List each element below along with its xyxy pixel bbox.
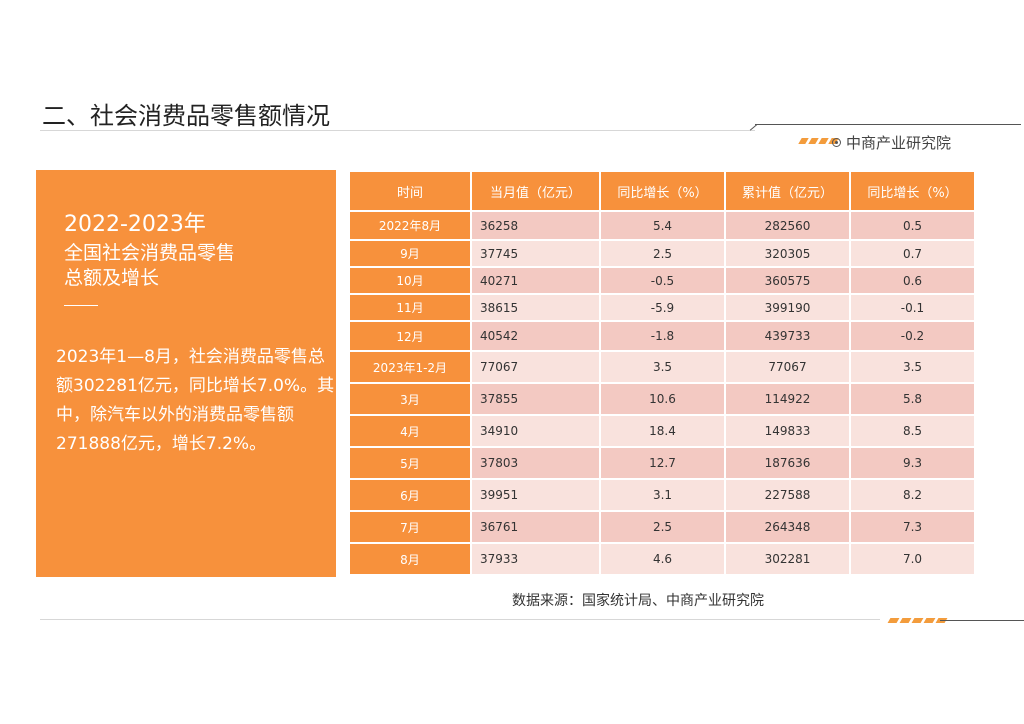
table-row: 6月 39951 3.1 227588 8.2 [350, 480, 974, 510]
cell-cumulative-value: 149833 [726, 416, 849, 446]
cell-monthly-growth: 10.6 [601, 384, 724, 414]
cell-monthly-growth: 3.1 [601, 480, 724, 510]
page-title: 二、社会消费品零售额情况 [42, 102, 330, 130]
data-source: 数据来源：国家统计局、中商产业研究院 [512, 593, 764, 609]
cell-cumulative-growth: 5.8 [851, 384, 974, 414]
header-monthly-value: 当月值（亿元） [472, 172, 599, 210]
cell-monthly-growth: -0.5 [601, 268, 724, 293]
panel-title-line2: 总额及增长 [64, 267, 160, 289]
table-row: 4月 34910 18.4 149833 8.5 [350, 416, 974, 446]
cell-monthly-value: 39951 [472, 480, 599, 510]
brand: 中商产业研究院 [832, 132, 951, 153]
cell-cumulative-growth: 8.5 [851, 416, 974, 446]
cell-time: 9月 [350, 241, 470, 266]
cell-cumulative-growth: 3.5 [851, 352, 974, 382]
cell-monthly-growth: 18.4 [601, 416, 724, 446]
header-rule [755, 124, 1021, 125]
cell-time: 5月 [350, 448, 470, 478]
table-row: 8月 37933 4.6 302281 7.0 [350, 544, 974, 574]
header-monthly-growth: 同比增长（%） [601, 172, 724, 210]
cell-cumulative-value: 282560 [726, 212, 849, 239]
cell-time: 3月 [350, 384, 470, 414]
cell-cumulative-growth: 0.6 [851, 268, 974, 293]
cell-cumulative-growth: 0.5 [851, 212, 974, 239]
cell-cumulative-growth: 9.3 [851, 448, 974, 478]
cell-cumulative-value: 399190 [726, 295, 849, 320]
table-row: 7月 36761 2.5 264348 7.3 [350, 512, 974, 542]
cell-monthly-value: 38615 [472, 295, 599, 320]
cell-cumulative-growth: 7.0 [851, 544, 974, 574]
target-icon [832, 138, 841, 147]
footer-rule [40, 619, 880, 620]
cell-monthly-value: 37745 [472, 241, 599, 266]
cell-monthly-value: 40271 [472, 268, 599, 293]
brand-name: 中商产业研究院 [846, 134, 952, 152]
cell-time: 11月 [350, 295, 470, 320]
table-row: 11月 38615 -5.9 399190 -0.1 [350, 295, 974, 320]
cell-monthly-growth: -1.8 [601, 322, 724, 350]
cell-cumulative-value: 264348 [726, 512, 849, 542]
cell-monthly-value: 40542 [472, 322, 599, 350]
header-time: 时间 [350, 172, 470, 210]
table-row: 12月 40542 -1.8 439733 -0.2 [350, 322, 974, 350]
cell-time: 8月 [350, 544, 470, 574]
cell-time: 10月 [350, 268, 470, 293]
cell-monthly-growth: 5.4 [601, 212, 724, 239]
cell-cumulative-value: 227588 [726, 480, 849, 510]
table-row: 10月 40271 -0.5 360575 0.6 [350, 268, 974, 293]
panel-body-text: 2023年1—8月，社会消费品零售总额302281亿元，同比增长7.0%。其中，… [56, 347, 335, 454]
cell-cumulative-growth: -0.1 [851, 295, 974, 320]
cell-time: 12月 [350, 322, 470, 350]
cell-monthly-growth: 3.5 [601, 352, 724, 382]
cell-cumulative-value: 302281 [726, 544, 849, 574]
cell-time: 6月 [350, 480, 470, 510]
cell-monthly-value: 37933 [472, 544, 599, 574]
cell-monthly-value: 34910 [472, 416, 599, 446]
cell-cumulative-value: 77067 [726, 352, 849, 382]
table-row: 9月 37745 2.5 320305 0.7 [350, 241, 974, 266]
cell-cumulative-value: 439733 [726, 322, 849, 350]
panel-title-line1: 全国社会消费品零售 [64, 242, 236, 264]
footer-stripe-decoration [887, 618, 948, 623]
cell-cumulative-value: 114922 [726, 384, 849, 414]
cell-cumulative-growth: 0.7 [851, 241, 974, 266]
cell-monthly-value: 37855 [472, 384, 599, 414]
header-cumulative-growth: 同比增长（%） [851, 172, 974, 210]
cell-monthly-growth: 12.7 [601, 448, 724, 478]
table-row: 2022年8月 36258 5.4 282560 0.5 [350, 212, 974, 239]
cell-monthly-value: 37803 [472, 448, 599, 478]
cell-monthly-value: 36258 [472, 212, 599, 239]
table-row: 5月 37803 12.7 187636 9.3 [350, 448, 974, 478]
table-row: 2023年1-2月 77067 3.5 77067 3.5 [350, 352, 974, 382]
cell-monthly-growth: 2.5 [601, 512, 724, 542]
cell-monthly-growth: -5.9 [601, 295, 724, 320]
cell-cumulative-growth: 8.2 [851, 480, 974, 510]
cell-time: 7月 [350, 512, 470, 542]
title-divider [40, 130, 755, 131]
cell-time: 2022年8月 [350, 212, 470, 239]
cell-cumulative-growth: 7.3 [851, 512, 974, 542]
table-header-row: 时间 当月值（亿元） 同比增长（%） 累计值（亿元） 同比增长（%） [350, 172, 974, 210]
cell-time: 2023年1-2月 [350, 352, 470, 382]
cell-cumulative-value: 187636 [726, 448, 849, 478]
footer-rule-dark [940, 620, 1024, 621]
header-cumulative-value: 累计值（亿元） [726, 172, 849, 210]
cell-monthly-growth: 2.5 [601, 241, 724, 266]
retail-sales-table: 时间 当月值（亿元） 同比增长（%） 累计值（亿元） 同比增长（%） 2022年… [348, 170, 976, 576]
table-row: 3月 37855 10.6 114922 5.8 [350, 384, 974, 414]
cell-monthly-value: 36761 [472, 512, 599, 542]
cell-cumulative-value: 360575 [726, 268, 849, 293]
cell-cumulative-value: 320305 [726, 241, 849, 266]
panel-year: 2022-2023年 [64, 212, 206, 237]
cell-monthly-value: 77067 [472, 352, 599, 382]
summary-panel: 2022-2023年 全国社会消费品零售 总额及增长 2023年1—8月，社会消… [36, 170, 336, 577]
panel-divider [64, 305, 98, 306]
cell-time: 4月 [350, 416, 470, 446]
cell-monthly-growth: 4.6 [601, 544, 724, 574]
cell-cumulative-growth: -0.2 [851, 322, 974, 350]
